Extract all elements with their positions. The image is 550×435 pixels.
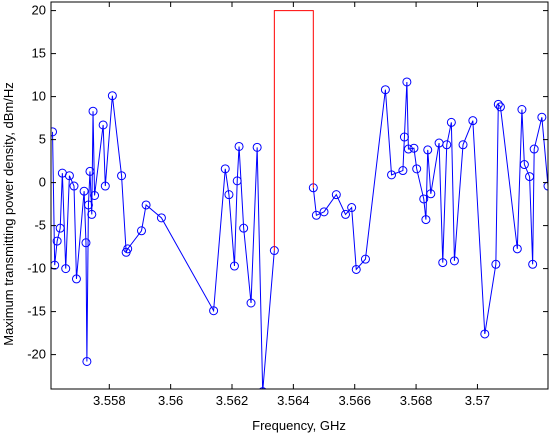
data-point xyxy=(69,181,79,191)
x-axis-label: Frequency, GHz xyxy=(252,418,346,433)
x-tick-label: 3.56 xyxy=(158,393,183,408)
data-point xyxy=(137,226,146,236)
y-axis-label: Maximum transmitting power density, dBm/… xyxy=(1,82,16,345)
data-point xyxy=(259,387,267,389)
y-axis-ticks: -20 -15 -10 -5 0 5 10 15 20 xyxy=(27,3,548,362)
data-point xyxy=(468,116,478,126)
data-point xyxy=(331,190,341,200)
data-point xyxy=(480,329,490,339)
y-tick-label: -10 xyxy=(27,261,46,276)
data-point xyxy=(380,85,390,95)
data-point xyxy=(347,203,357,213)
y-tick-label: 15 xyxy=(32,46,46,61)
x-tick-label: 3.564 xyxy=(277,393,310,408)
y-tick-label: 5 xyxy=(39,132,46,147)
data-point xyxy=(399,132,409,142)
data-point xyxy=(528,259,538,269)
data-point xyxy=(537,112,547,122)
data-point xyxy=(123,244,133,254)
data-point xyxy=(419,194,429,204)
data-point xyxy=(517,105,527,114)
series-line-3 xyxy=(273,10,314,251)
data-point xyxy=(239,223,249,233)
data-point xyxy=(88,106,98,116)
data-point xyxy=(458,140,468,150)
data-point xyxy=(156,213,166,223)
x-tick-label: 3.562 xyxy=(216,393,249,408)
data-point xyxy=(55,223,65,233)
data-point xyxy=(209,306,219,316)
data-point xyxy=(90,191,100,200)
x-tick-label: 3.558 xyxy=(93,393,126,408)
data-point xyxy=(252,142,262,152)
data-point xyxy=(51,127,58,137)
data-point xyxy=(98,120,108,130)
data-point xyxy=(220,164,230,174)
data-point xyxy=(82,356,92,366)
data-point xyxy=(234,141,244,151)
data-point xyxy=(525,172,535,182)
data-point xyxy=(351,264,361,274)
data-point xyxy=(412,164,422,174)
data-point xyxy=(403,144,413,154)
data-point xyxy=(442,140,452,150)
data-point xyxy=(402,77,412,87)
data-point xyxy=(83,200,93,210)
y-tick-label: 10 xyxy=(32,89,46,104)
x-tick-label: 3.57 xyxy=(465,393,490,408)
data-point xyxy=(446,117,456,127)
data-point xyxy=(398,166,408,176)
data-point xyxy=(141,200,151,210)
data-point xyxy=(81,238,91,248)
data-point xyxy=(87,209,97,219)
y-tick-label: -20 xyxy=(27,347,46,362)
data-point xyxy=(51,260,60,270)
data-point xyxy=(61,264,71,274)
data-point xyxy=(79,186,89,196)
data-point xyxy=(85,166,95,176)
data-point xyxy=(493,99,503,109)
series-layer xyxy=(51,10,548,389)
data-point xyxy=(449,256,459,266)
data-point xyxy=(117,171,127,181)
data-point xyxy=(229,261,239,271)
data-point xyxy=(319,207,329,217)
data-point xyxy=(64,171,74,181)
data-point xyxy=(360,254,370,264)
y-tick-label: 20 xyxy=(32,3,46,18)
y-tick-label: -15 xyxy=(27,304,46,319)
data-point xyxy=(409,143,419,153)
data-point xyxy=(52,236,62,246)
series-line-1 xyxy=(52,95,275,389)
data-point xyxy=(341,209,351,219)
y-tick-label: -5 xyxy=(34,218,46,233)
data-point xyxy=(387,170,397,180)
plot-frame xyxy=(50,1,549,390)
data-point xyxy=(107,91,117,101)
data-point xyxy=(246,298,256,308)
data-point xyxy=(529,144,539,154)
data-point xyxy=(311,210,321,220)
data-point xyxy=(438,258,448,268)
x-axis-ticks: 3.558 3.56 3.562 3.564 3.566 3.568 3.57 xyxy=(93,2,490,408)
x-tick-label: 3.566 xyxy=(338,393,371,408)
data-point xyxy=(423,145,433,155)
data-point xyxy=(232,176,242,186)
data-point xyxy=(100,181,110,191)
plot-area xyxy=(51,2,548,389)
data-point xyxy=(224,190,234,200)
data-point xyxy=(543,181,548,191)
data-point xyxy=(426,189,436,199)
data-point xyxy=(491,259,501,269)
data-point xyxy=(495,102,505,112)
data-point xyxy=(519,160,529,170)
data-point xyxy=(512,244,522,254)
data-point xyxy=(421,215,431,225)
series-line-2 xyxy=(312,81,548,335)
data-point xyxy=(71,274,81,284)
y-tick-label: 0 xyxy=(39,175,46,190)
x-tick-label: 3.568 xyxy=(400,393,433,408)
